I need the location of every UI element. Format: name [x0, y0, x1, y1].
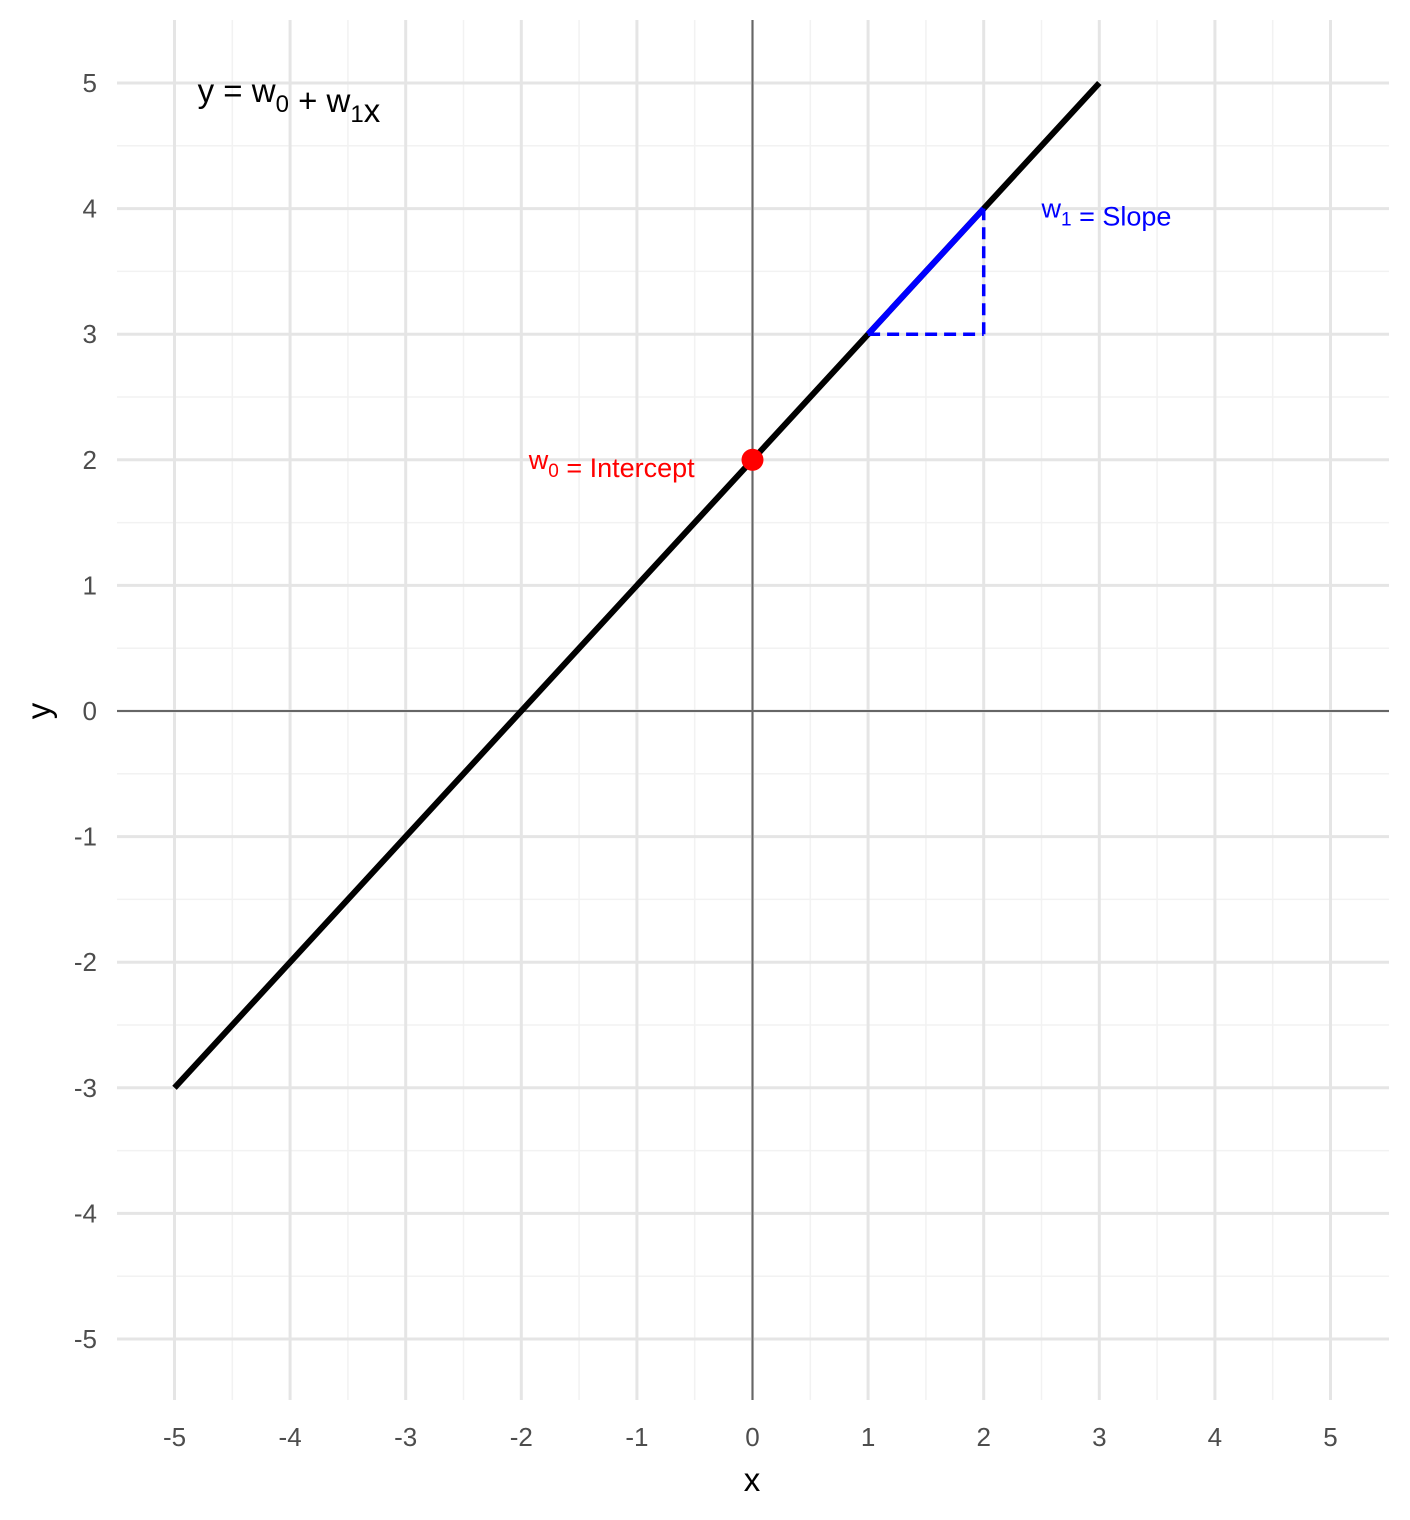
x-tick-label: 0	[745, 1422, 759, 1452]
y-tick-labels: -5 -4 -3 -2 -1 0 1 2 3 4 5	[74, 68, 97, 1354]
equation-annotation: y = w0 + w1x	[198, 72, 381, 129]
annotation-text: w	[528, 445, 549, 475]
intercept-point	[741, 448, 764, 471]
x-tick-label: 3	[1092, 1422, 1106, 1452]
y-tick-label: -4	[74, 1198, 97, 1228]
y-tick-label: 4	[83, 194, 97, 224]
x-tick-label: -3	[394, 1422, 417, 1452]
y-tick-label: 0	[83, 696, 97, 726]
slope-segment	[865, 206, 986, 337]
annotation-subscript: 1	[350, 101, 363, 128]
y-tick-label: 3	[83, 319, 97, 349]
annotation-subscript: 0	[548, 461, 559, 482]
x-tick-label: -4	[279, 1422, 302, 1452]
x-tick-label: 2	[976, 1422, 990, 1452]
annotation-text: x	[364, 92, 381, 129]
annotation-text: + w	[289, 82, 351, 119]
intercept-annotation: w0 = Intercept	[528, 445, 695, 483]
annotation-text: w	[1041, 194, 1062, 224]
y-tick-label: -3	[74, 1073, 97, 1103]
annotation-text: = Slope	[1072, 202, 1172, 232]
x-tick-label: -2	[510, 1422, 533, 1452]
x-tick-label: 5	[1323, 1422, 1337, 1452]
y-tick-label: 5	[83, 68, 97, 98]
slope-annotation: w1 = Slope	[1041, 194, 1172, 232]
x-axis-title: x	[744, 1461, 761, 1498]
annotation-subscript: 1	[1061, 210, 1072, 231]
x-tick-labels: -5 -4 -3 -2 -1 0 1 2 3 4 5	[163, 1422, 1338, 1452]
chart-marks	[172, 80, 1102, 1090]
y-tick-label: -5	[74, 1324, 97, 1354]
reference-lines	[117, 20, 1389, 1400]
annotation-text: = Intercept	[559, 453, 695, 483]
x-tick-label: -1	[625, 1422, 648, 1452]
annotation-subscript: 0	[276, 91, 289, 118]
y-axis-title: y	[20, 702, 57, 719]
y-tick-label: 2	[83, 445, 97, 475]
y-tick-label: -1	[74, 822, 97, 852]
x-tick-label: 4	[1208, 1422, 1222, 1452]
y-tick-label: 1	[83, 570, 97, 600]
y-tick-label: -2	[74, 947, 97, 977]
x-tick-label: 1	[861, 1422, 875, 1452]
annotation-text: y = w	[198, 72, 276, 109]
x-tick-label: -5	[163, 1422, 186, 1452]
